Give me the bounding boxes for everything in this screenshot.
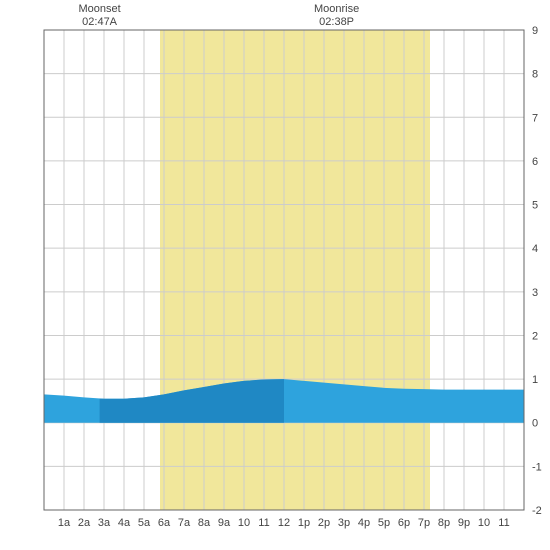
- moonrise-label: Moonrise: [314, 3, 359, 15]
- y-tick-label: 3: [532, 287, 538, 299]
- y-tick-label: 1: [532, 374, 538, 386]
- x-tick-label: 11: [258, 517, 269, 529]
- tide-chart-svg: -2-101234567891a2a3a4a5a6a7a8a9a1011121p…: [0, 0, 550, 550]
- moonrise-time: 02:38P: [319, 16, 354, 28]
- x-tick-label: 3a: [98, 517, 111, 529]
- y-tick-label: -1: [532, 461, 542, 473]
- x-tick-label: 1a: [58, 517, 71, 529]
- x-tick-label: 9p: [458, 517, 470, 529]
- x-tick-label: 6a: [158, 517, 171, 529]
- x-tick-label: 12: [278, 517, 290, 529]
- x-tick-label: 7a: [178, 517, 191, 529]
- x-tick-label: 4a: [118, 517, 131, 529]
- x-tick-label: 8p: [438, 517, 450, 529]
- x-tick-label: 4p: [358, 517, 370, 529]
- moonset-time: 02:47A: [82, 16, 118, 28]
- x-tick-label: 5p: [378, 517, 390, 529]
- daylight-band: [160, 30, 430, 510]
- x-tick-label: 11: [498, 517, 509, 529]
- y-tick-label: 0: [532, 418, 538, 430]
- y-tick-label: 4: [532, 243, 538, 255]
- y-tick-label: 5: [532, 200, 538, 212]
- x-tick-label: 10: [478, 517, 490, 529]
- y-tick-label: 6: [532, 156, 538, 168]
- x-tick-label: 8a: [198, 517, 211, 529]
- x-tick-label: 5a: [138, 517, 151, 529]
- x-tick-label: 2p: [318, 517, 330, 529]
- x-tick-label: 10: [238, 517, 250, 529]
- x-tick-label: 1p: [298, 517, 310, 529]
- y-tick-label: 9: [532, 25, 538, 37]
- y-tick-label: 2: [532, 330, 538, 342]
- y-tick-label: 7: [532, 112, 538, 124]
- x-tick-label: 9a: [218, 517, 231, 529]
- y-tick-label: -2: [532, 505, 542, 517]
- y-tick-label: 8: [532, 69, 538, 81]
- moonset-label: Moonset: [78, 3, 120, 15]
- tide-chart: -2-101234567891a2a3a4a5a6a7a8a9a1011121p…: [0, 0, 550, 550]
- x-tick-label: 3p: [338, 517, 350, 529]
- x-tick-label: 2a: [78, 517, 91, 529]
- x-tick-label: 7p: [418, 517, 430, 529]
- x-tick-label: 6p: [398, 517, 410, 529]
